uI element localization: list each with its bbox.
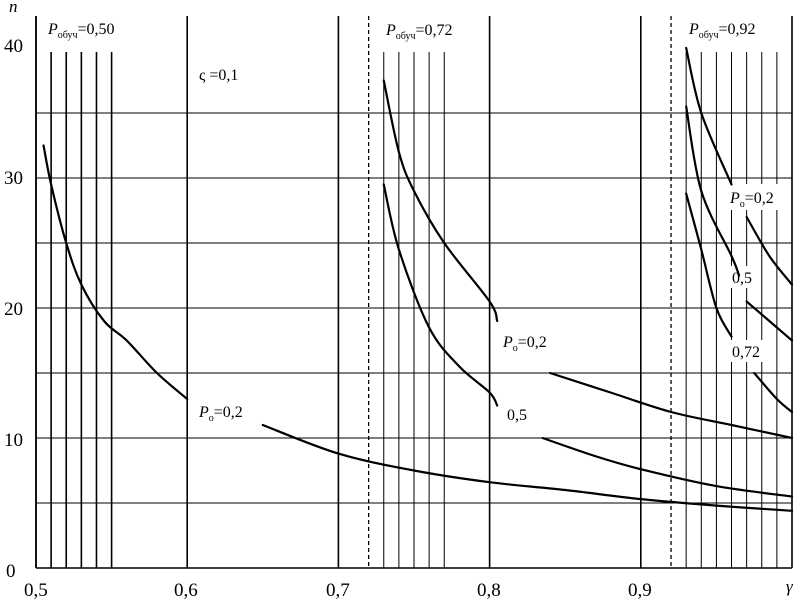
series-line-4 — [382, 183, 499, 407]
x-tick-0-9: 0,9 — [628, 580, 652, 601]
series-line-10 — [685, 192, 733, 338]
label-box-pa3 — [728, 184, 786, 210]
x-tick-0-6: 0,6 — [174, 580, 198, 601]
y-tick-10: 10 — [4, 430, 23, 451]
y-tick-40: 40 — [4, 36, 23, 57]
vertical-markers — [367, 16, 672, 568]
x-tick-0-5: 0,5 — [24, 580, 48, 601]
series-line-2 — [382, 79, 499, 323]
label-p-train-092: Pобуч=0,92 — [688, 21, 756, 41]
label-boxes — [44, 16, 786, 426]
series-line-1 — [261, 423, 794, 512]
p-subscript: о — [740, 199, 745, 210]
p-symbol: P — [385, 22, 396, 39]
grid-major — [35, 16, 793, 569]
p-subscript: обуч — [58, 30, 78, 41]
label-box-lbl05a — [505, 402, 535, 426]
p-symbol: P — [47, 21, 58, 38]
p-value: =0,50 — [78, 21, 115, 38]
y-tick-0: 0 — [6, 561, 16, 582]
p-subscript: обуч — [396, 31, 416, 42]
series-line-0 — [42, 144, 189, 401]
x-tick-0-8: 0,8 — [477, 580, 501, 601]
annotations: Pобуч=0,50 Pобуч=0,72 Pобуч=0,92 ς =0,1 … — [47, 21, 774, 424]
label-0-72: 0,72 — [732, 344, 760, 361]
p-symbol: P — [502, 334, 513, 351]
series-line-5 — [541, 436, 794, 498]
label-box-lbl072 — [730, 340, 768, 362]
p-symbol: P — [729, 190, 740, 207]
label-zeta: ς =0,1 — [199, 67, 238, 84]
y-tick-20: 20 — [4, 299, 23, 320]
p-value: =0,92 — [719, 21, 756, 38]
series-line-3 — [548, 371, 794, 440]
y-axis-label: n — [9, 0, 18, 16]
series-line-11 — [753, 371, 794, 414]
p-subscript: обуч — [699, 30, 719, 41]
p-value: =0,72 — [416, 22, 453, 39]
p-value: =0,2 — [214, 404, 243, 421]
p-symbol: P — [688, 21, 699, 38]
x-axis-label: γ — [786, 577, 794, 596]
y-tick-30: 30 — [4, 168, 23, 189]
p-subscript: о — [513, 343, 518, 354]
p-subscript: о — [209, 413, 214, 424]
series-layer — [42, 46, 794, 512]
label-po-020-c: Pо=0,2 — [729, 190, 774, 210]
series-line-8 — [685, 105, 741, 277]
series-line-6 — [685, 46, 733, 186]
tick-labels: 0 10 20 30 40 0,5 0,6 0,7 0,8 0,9 — [4, 36, 652, 601]
label-box-pa2 — [500, 328, 558, 354]
label-box-p050 — [44, 16, 132, 40]
label-box-pa1 — [196, 398, 256, 424]
label-box-p072 — [383, 17, 469, 41]
label-po-020-b: Pо=0,2 — [502, 334, 547, 354]
label-0-5-a: 0,5 — [507, 407, 527, 424]
label-box-p092 — [686, 16, 772, 40]
label-po-020-a: Pо=0,2 — [198, 404, 243, 424]
series-line-9 — [745, 300, 794, 342]
series-line-7 — [745, 215, 794, 286]
p-symbol: P — [198, 404, 209, 421]
label-p-train-072: Pобуч=0,72 — [385, 22, 453, 42]
label-0-5-b: 0,5 — [732, 270, 752, 287]
label-p-train-050: Pобуч=0,50 — [47, 21, 115, 41]
label-box-zeta — [196, 62, 252, 88]
p-value: =0,2 — [745, 190, 774, 207]
p-value: =0,2 — [518, 334, 547, 351]
x-tick-0-7: 0,7 — [326, 580, 350, 601]
